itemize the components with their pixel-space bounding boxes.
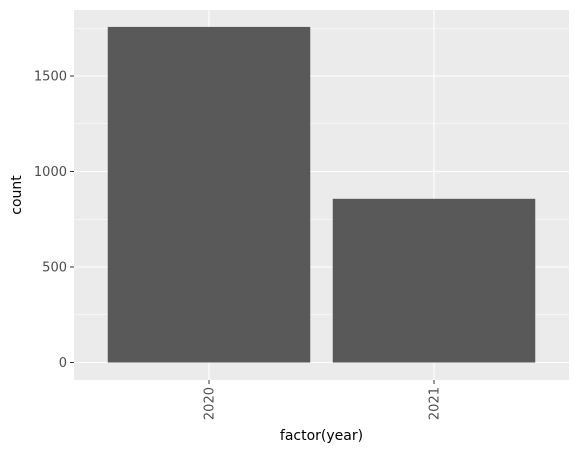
- y-axis: 0 500 1000 1500: [34, 70, 74, 371]
- x-tick-label: 2020: [203, 387, 218, 420]
- y-tick-label: 0: [59, 356, 67, 371]
- y-tick-label: 1500: [34, 70, 67, 85]
- bars: [107, 26, 536, 363]
- bar-2020: [107, 26, 311, 363]
- x-axis: 2020 2021: [203, 380, 443, 420]
- x-axis-title: factor(year): [280, 428, 363, 444]
- y-tick-label: 500: [42, 261, 67, 276]
- y-tick-label: 1000: [34, 165, 67, 180]
- y-axis-title: count: [9, 175, 25, 215]
- bar-2021: [332, 198, 536, 363]
- x-tick-label: 2021: [428, 387, 443, 420]
